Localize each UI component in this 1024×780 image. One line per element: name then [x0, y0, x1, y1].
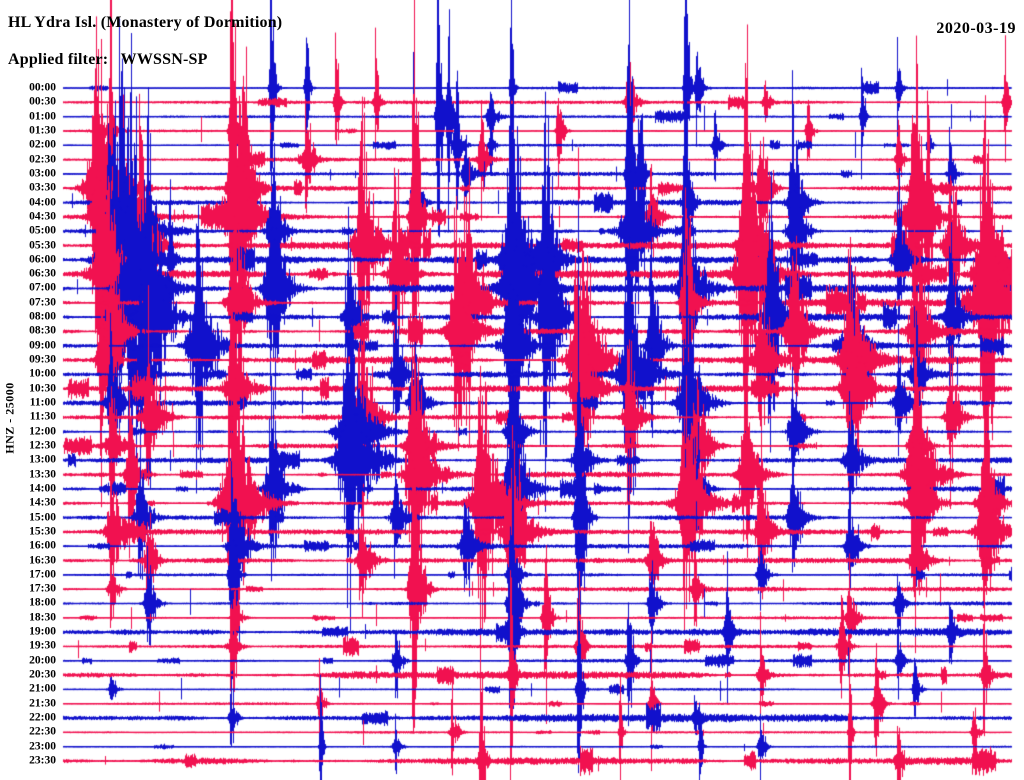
time-label: 07:00: [29, 281, 56, 294]
time-label: 13:30: [29, 468, 56, 481]
time-label: 14:00: [29, 482, 56, 495]
time-label: 16:00: [29, 539, 56, 552]
time-label: 09:30: [29, 353, 56, 366]
time-label: 12:30: [29, 439, 56, 452]
time-label: 20:30: [29, 668, 56, 681]
time-label: 11:30: [29, 410, 56, 423]
time-label: 08:30: [29, 324, 56, 337]
time-label: 12:00: [29, 425, 56, 438]
time-axis: 00:00 00:30 01:00 01:30 02:00 02:30 03:00 03:30…: [0, 0, 59, 780]
time-label: 10:00: [29, 367, 56, 380]
time-label: 23:00: [29, 740, 56, 753]
time-label: 23:30: [29, 754, 56, 767]
time-label: 01:00: [29, 110, 56, 123]
time-label: 03:00: [29, 167, 56, 180]
time-label: 05:00: [29, 224, 56, 237]
time-label: 08:00: [29, 310, 56, 323]
time-label: 05:30: [29, 239, 56, 251]
time-label: 20:00: [29, 654, 56, 667]
station-title: HL Ydra Isl. (Monastery of Dormition): [8, 14, 283, 31]
filter-label: Applied filter:: [8, 51, 109, 68]
time-label: 18:00: [29, 596, 56, 609]
time-label: 00:30: [29, 95, 56, 108]
time-label: 17:30: [29, 582, 56, 595]
time-label: 15:00: [29, 511, 56, 524]
time-label: 16:30: [29, 554, 56, 567]
time-label: 11:00: [29, 396, 56, 409]
time-label: 22:00: [29, 711, 56, 724]
time-label: 07:30: [29, 296, 56, 309]
time-label: 06:00: [29, 253, 56, 266]
applied-filter-line: Applied filter: WWSSN-SP: [8, 51, 208, 69]
time-label: 02:30: [29, 153, 56, 166]
time-label: 04:30: [29, 210, 56, 223]
time-label: 18:30: [29, 611, 56, 624]
time-label: 21:00: [29, 682, 56, 695]
time-label: 04:00: [29, 196, 56, 209]
time-label: 19:00: [29, 625, 56, 638]
time-label: 21:30: [29, 697, 56, 710]
time-label: 02:00: [29, 138, 56, 151]
time-label: 14:30: [29, 496, 56, 509]
time-label: 06:30: [29, 267, 56, 280]
record-date: 2020-03-19: [936, 20, 1016, 37]
time-label: 13:00: [29, 453, 56, 466]
time-label: 17:00: [29, 568, 56, 581]
time-label: 19:30: [29, 639, 56, 652]
time-label: 00:00: [29, 81, 56, 94]
time-label: 22:30: [29, 725, 56, 738]
time-label: 01:30: [29, 124, 56, 137]
time-label: 09:00: [29, 339, 56, 352]
time-label: 10:30: [29, 382, 56, 395]
time-label: 15:30: [29, 525, 56, 538]
filter-value: WWSSN-SP: [120, 51, 208, 68]
time-label: 03:30: [29, 181, 56, 194]
